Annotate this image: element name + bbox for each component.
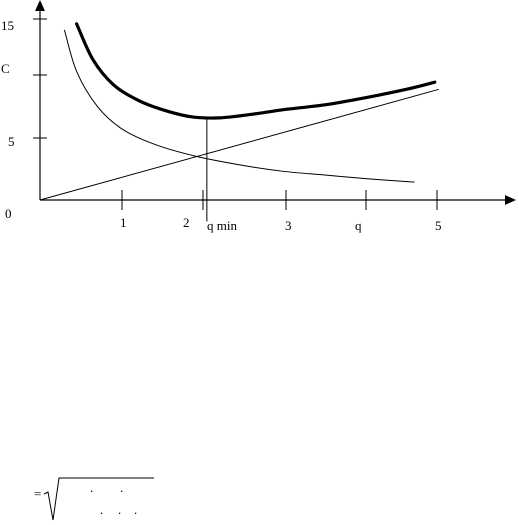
- radical-sign: [43, 477, 154, 521]
- series-layer: [39, 22, 439, 201]
- x-label-1: 1: [120, 215, 127, 230]
- formula-dot-4: .: [118, 502, 121, 517]
- y-axis-arrow: [35, 0, 45, 11]
- x-label-q: q: [355, 218, 362, 233]
- x-label-3: 3: [285, 218, 292, 233]
- x-axis-arrow: [505, 195, 516, 205]
- formula-dot-2: .: [120, 480, 123, 495]
- series-line-3: [39, 88, 439, 201]
- y-label-15: 15: [1, 18, 14, 33]
- x-label-2: 2: [183, 215, 190, 230]
- formula-dot-3: .: [100, 502, 103, 517]
- y-label-c: C: [1, 61, 10, 76]
- y-label-5: 5: [8, 134, 15, 149]
- formula-equals: =: [34, 486, 41, 501]
- formula-dot-1: .: [90, 480, 93, 495]
- x-label-qmin: q min: [207, 218, 237, 233]
- x-label-0: 0: [5, 206, 12, 221]
- series-line-1: [75, 22, 437, 120]
- series-line-2: [63, 29, 415, 183]
- formula-dot-5: .: [134, 502, 137, 517]
- x-label-5: 5: [435, 218, 442, 233]
